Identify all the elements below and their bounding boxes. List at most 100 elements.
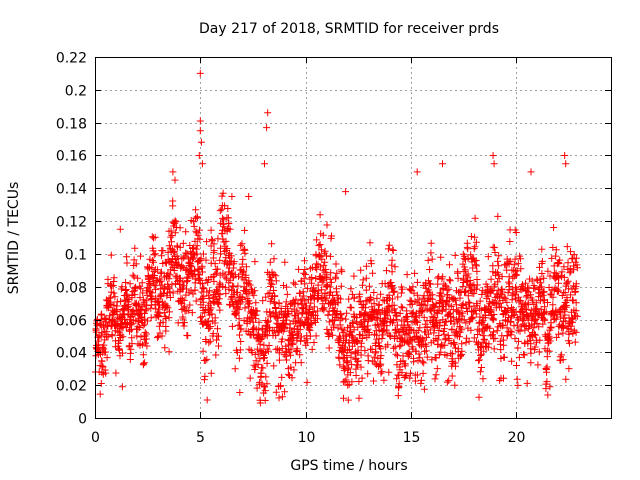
data-point [166, 294, 174, 301]
data-point [340, 394, 347, 402]
data-point [152, 294, 160, 302]
data-point [169, 289, 177, 297]
data-point [281, 388, 289, 396]
data-point [469, 264, 477, 272]
data-point [343, 357, 351, 365]
data-point [562, 375, 570, 383]
data-point [500, 293, 508, 301]
data-point [357, 351, 365, 359]
data-point [102, 348, 109, 356]
data-point [445, 285, 453, 293]
data-point [539, 320, 547, 328]
data-point [438, 307, 446, 315]
data-point [435, 332, 443, 339]
data-point [570, 327, 578, 335]
data-point [151, 233, 159, 241]
data-point [527, 168, 535, 176]
data-point [498, 288, 506, 296]
data-point [546, 334, 554, 342]
data-point [364, 370, 372, 378]
data-point [283, 290, 291, 298]
data-point [538, 283, 546, 291]
data-point [555, 287, 563, 295]
data-point [572, 307, 580, 315]
data-point [129, 271, 137, 279]
data-point [231, 365, 239, 373]
data-point [306, 275, 314, 283]
data-point [321, 247, 329, 255]
data-point [423, 353, 431, 361]
data-point [495, 262, 503, 270]
data-point [262, 348, 269, 356]
data-point [222, 290, 230, 298]
data-point [485, 343, 493, 351]
data-point [410, 354, 417, 362]
data-point [458, 302, 466, 309]
data-point [214, 299, 222, 306]
data-point [418, 358, 426, 366]
data-point [297, 337, 305, 345]
data-point [549, 293, 557, 301]
data-point [206, 287, 214, 295]
data-point [316, 211, 324, 219]
data-point [192, 297, 200, 305]
data-point [468, 282, 476, 290]
data-point [304, 285, 312, 293]
data-point [402, 372, 409, 380]
data-point [163, 302, 171, 310]
plot-frame [95, 57, 612, 419]
data-point [259, 297, 267, 305]
data-point [460, 252, 468, 260]
data-point [544, 391, 552, 399]
data-point [199, 347, 207, 355]
data-point [377, 345, 385, 353]
data-point [451, 251, 459, 259]
data-point [462, 339, 470, 347]
data-point [223, 245, 231, 252]
data-point [360, 301, 368, 309]
data-point [122, 287, 129, 294]
data-point [143, 342, 151, 350]
data-point [541, 316, 549, 324]
data-point [296, 289, 304, 297]
data-point [222, 275, 230, 283]
data-point [414, 318, 421, 326]
data-point [128, 334, 136, 342]
data-point [513, 271, 521, 279]
data-point [241, 249, 249, 257]
data-point [169, 202, 177, 210]
data-point [126, 326, 134, 334]
data-point [183, 250, 191, 258]
data-point [513, 375, 521, 383]
data-point [415, 350, 423, 358]
data-point [157, 269, 165, 277]
data-point [389, 247, 397, 254]
data-point [460, 316, 468, 324]
data-point [508, 304, 515, 312]
data-point [420, 359, 428, 367]
data-point [357, 339, 365, 347]
data-point [197, 314, 204, 322]
data-point [221, 273, 229, 281]
data-point [569, 296, 576, 304]
data-point [375, 342, 383, 349]
data-point [314, 307, 322, 315]
data-point [567, 291, 575, 299]
data-point [143, 291, 151, 299]
data-point [345, 364, 353, 372]
data-point [190, 254, 197, 262]
data-point [362, 286, 370, 294]
data-point [480, 336, 488, 344]
data-point [362, 274, 370, 282]
data-point [544, 299, 551, 306]
data-point [106, 312, 114, 320]
data-point [549, 301, 557, 309]
data-point [308, 345, 316, 353]
data-point [353, 338, 361, 346]
data-point [337, 311, 345, 319]
data-point [328, 232, 335, 240]
data-point [467, 251, 475, 259]
data-point [493, 327, 501, 335]
data-point [540, 288, 548, 296]
data-point [534, 361, 542, 369]
